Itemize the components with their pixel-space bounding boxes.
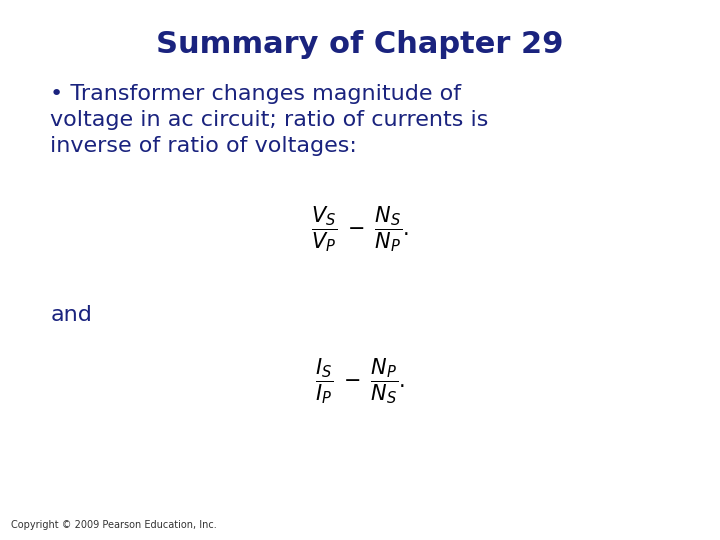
Text: Summary of Chapter 29: Summary of Chapter 29 (156, 30, 564, 59)
Text: $\dfrac{V_S}{V_P} \;-\; \dfrac{N_S}{N_P}.$: $\dfrac{V_S}{V_P} \;-\; \dfrac{N_S}{N_P}… (311, 205, 409, 254)
Text: • Transformer changes magnitude of
voltage in ac circuit; ratio of currents is
i: • Transformer changes magnitude of volta… (50, 84, 489, 157)
Text: and: and (50, 305, 92, 325)
Text: Copyright © 2009 Pearson Education, Inc.: Copyright © 2009 Pearson Education, Inc. (11, 520, 217, 530)
Text: $\dfrac{I_S}{I_P} \;-\; \dfrac{N_P}{N_S}.$: $\dfrac{I_S}{I_P} \;-\; \dfrac{N_P}{N_S}… (315, 356, 405, 406)
